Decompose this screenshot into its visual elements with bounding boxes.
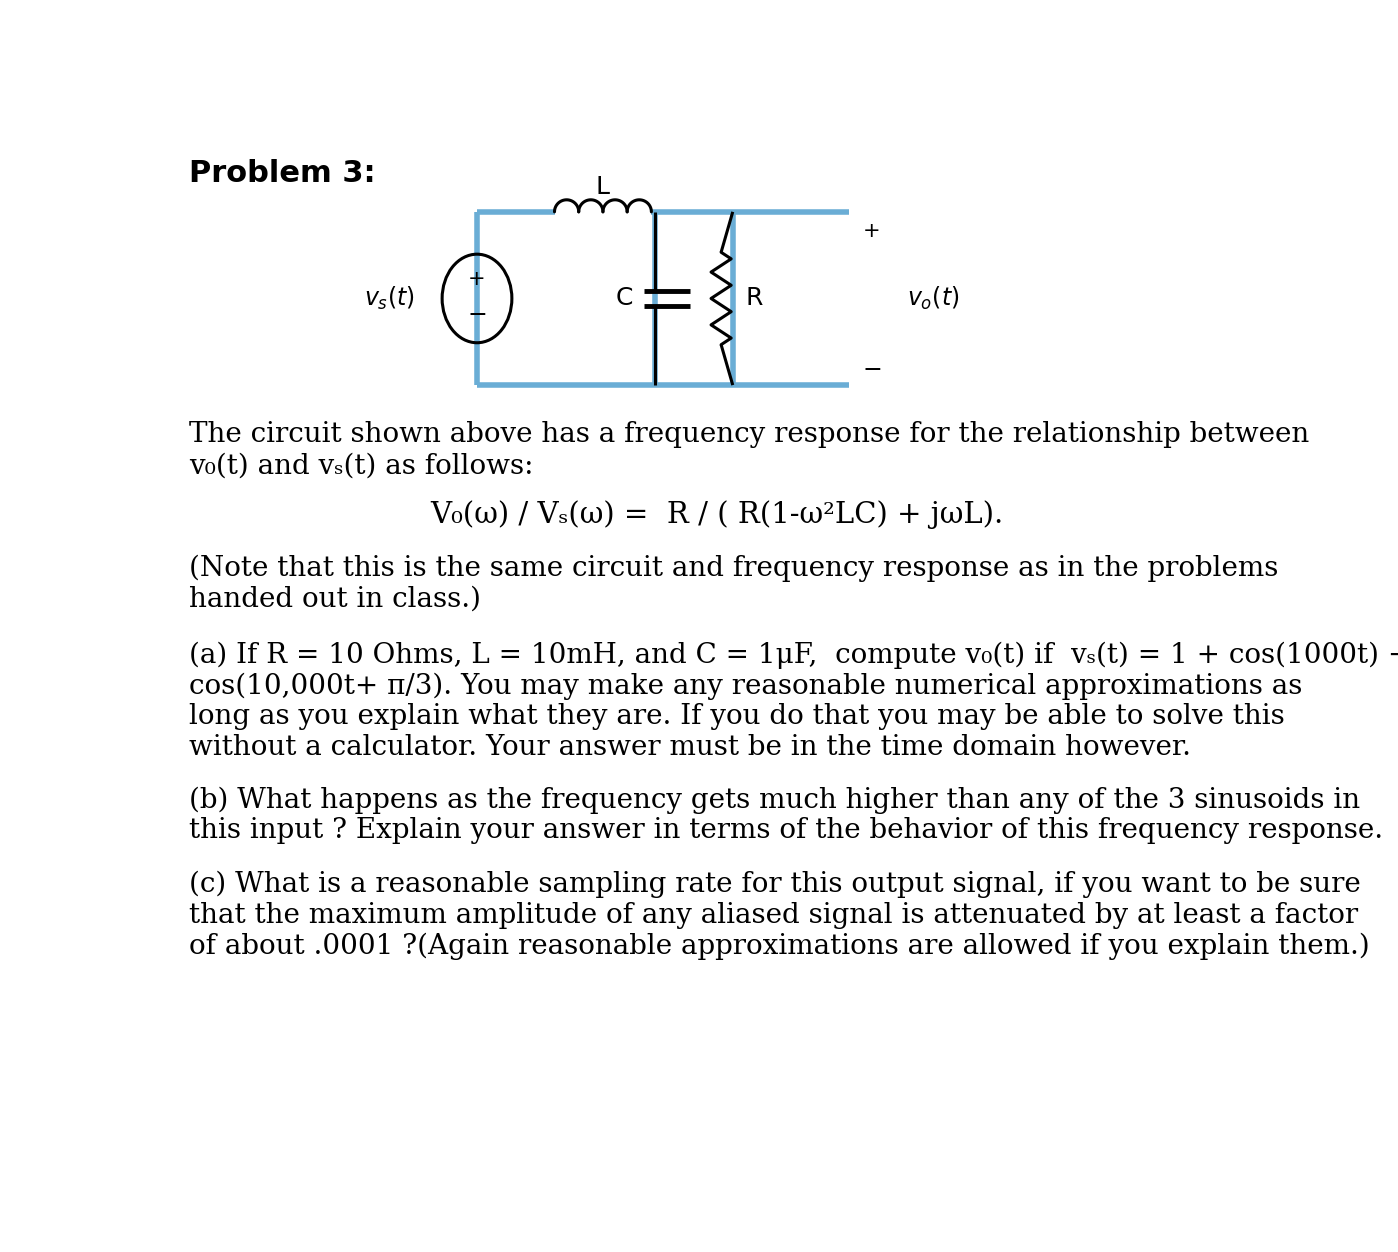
Text: this input ? Explain your answer in terms of the behavior of this frequency resp: this input ? Explain your answer in term… xyxy=(189,818,1383,844)
Text: Problem 3:: Problem 3: xyxy=(189,159,375,189)
Text: of about .0001 ?(Again reasonable approximations are allowed if you explain them: of about .0001 ?(Again reasonable approx… xyxy=(189,933,1370,960)
Text: +: + xyxy=(468,269,487,289)
Text: handed out in class.): handed out in class.) xyxy=(189,586,481,613)
Text: R: R xyxy=(747,287,763,310)
Text: that the maximum amplitude of any aliased signal is attenuated by at least a fac: that the maximum amplitude of any aliase… xyxy=(189,901,1357,929)
Text: −: − xyxy=(863,358,882,382)
Text: $v_s(t)$: $v_s(t)$ xyxy=(363,285,415,312)
Text: C: C xyxy=(615,287,633,310)
Text: without a calculator. Your answer must be in the time domain however.: without a calculator. Your answer must b… xyxy=(189,734,1191,761)
Text: V₀(ω) / Vₛ(ω) =  R / ( R(1-ω²LC) + jωL).: V₀(ω) / Vₛ(ω) = R / ( R(1-ω²LC) + jωL). xyxy=(429,501,1004,530)
Text: −: − xyxy=(467,303,487,328)
Text: (c) What is a reasonable sampling rate for this output signal, if you want to be: (c) What is a reasonable sampling rate f… xyxy=(189,871,1360,899)
Text: cos(10,000t+ π/3). You may make any reasonable numerical approximations as: cos(10,000t+ π/3). You may make any reas… xyxy=(189,672,1302,700)
Text: (b) What happens as the frequency gets much higher than any of the 3 sinusoids i: (b) What happens as the frequency gets m… xyxy=(189,786,1360,814)
Text: +: + xyxy=(863,222,881,242)
Text: The circuit shown above has a frequency response for the relationship between: The circuit shown above has a frequency … xyxy=(189,421,1309,448)
Text: (a) If R = 10 Ohms, L = 10mH, and C = 1μF,  compute v₀(t) if  vₛ(t) = 1 + cos(10: (a) If R = 10 Ohms, L = 10mH, and C = 1μ… xyxy=(189,641,1398,669)
Text: long as you explain what they are. If you do that you may be able to solve this: long as you explain what they are. If yo… xyxy=(189,704,1285,730)
Text: v₀(t) and vₛ(t) as follows:: v₀(t) and vₛ(t) as follows: xyxy=(189,453,533,480)
Text: L: L xyxy=(596,175,610,199)
Text: $v_o(t)$: $v_o(t)$ xyxy=(907,285,959,312)
Text: (Note that this is the same circuit and frequency response as in the problems: (Note that this is the same circuit and … xyxy=(189,555,1278,582)
